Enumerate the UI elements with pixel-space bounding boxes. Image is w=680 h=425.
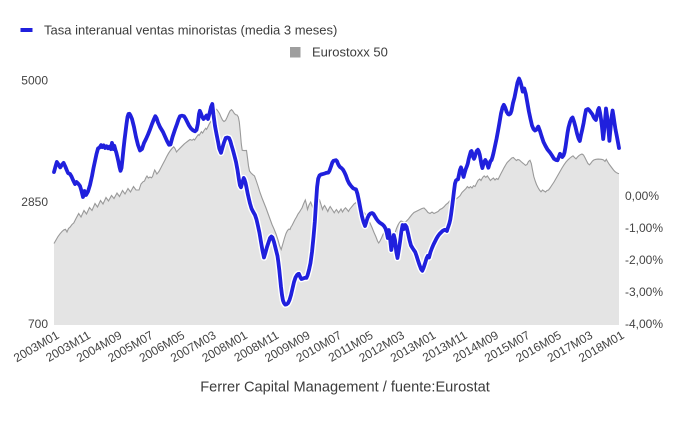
svg-text:0,00%: 0,00% — [625, 189, 659, 203]
svg-text:-3,00%: -3,00% — [625, 285, 663, 299]
svg-text:-1,00%: -1,00% — [625, 221, 663, 235]
svg-text:5000: 5000 — [21, 73, 48, 87]
svg-text:Tasa interanual ventas minoris: Tasa interanual ventas minoristas (media… — [44, 23, 337, 38]
svg-text:-4,00%: -4,00% — [625, 317, 663, 331]
svg-text:2850: 2850 — [21, 195, 48, 209]
svg-text:-2,00%: -2,00% — [625, 253, 663, 267]
svg-text:Ferrer Capital Management / fu: Ferrer Capital Management / fuente:Euros… — [200, 380, 490, 396]
svg-text:Eurostoxx 50: Eurostoxx 50 — [312, 45, 388, 60]
svg-text:700: 700 — [28, 317, 48, 331]
